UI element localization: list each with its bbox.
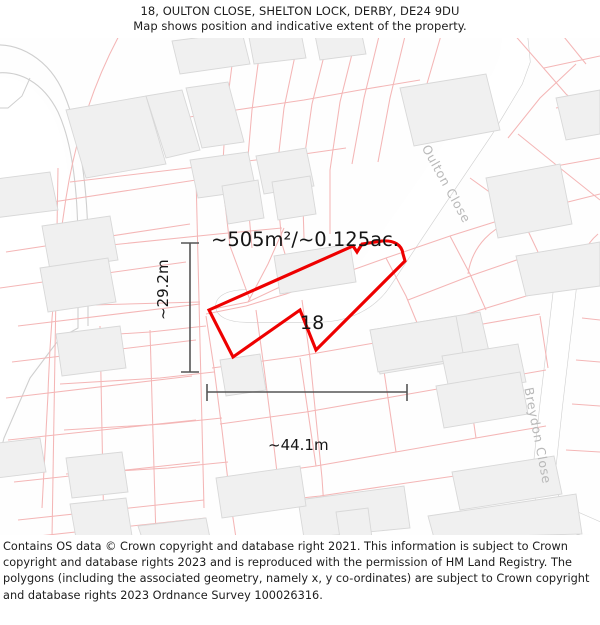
map-canvas[interactable]: ~505m²/~0.125ac. 18 ~29.2m ~44.1m Oulton… [0,38,600,535]
horizontal-dimension-label: ~44.1m [268,436,329,454]
plot-number-label: 18 [300,312,325,334]
dimension-lines [181,242,408,401]
page-subtitle: Map shows position and indicative extent… [133,19,467,33]
map-attribution-footer: Contains OS data © Crown copyright and d… [0,535,600,625]
plot-area-label: ~505m²/~0.125ac. [211,228,399,251]
vertical-dimension-label: ~29.2m [154,259,172,320]
building-footprints [0,38,600,535]
property-plot-outline[interactable] [206,239,407,360]
attribution-text: Contains OS data © Crown copyright and d… [3,540,590,602]
map-header: 18, OULTON CLOSE, SHELTON LOCK, DERBY, D… [0,0,600,38]
page-title: 18, OULTON CLOSE, SHELTON LOCK, DERBY, D… [140,4,460,18]
map-vector-layer [0,38,600,535]
